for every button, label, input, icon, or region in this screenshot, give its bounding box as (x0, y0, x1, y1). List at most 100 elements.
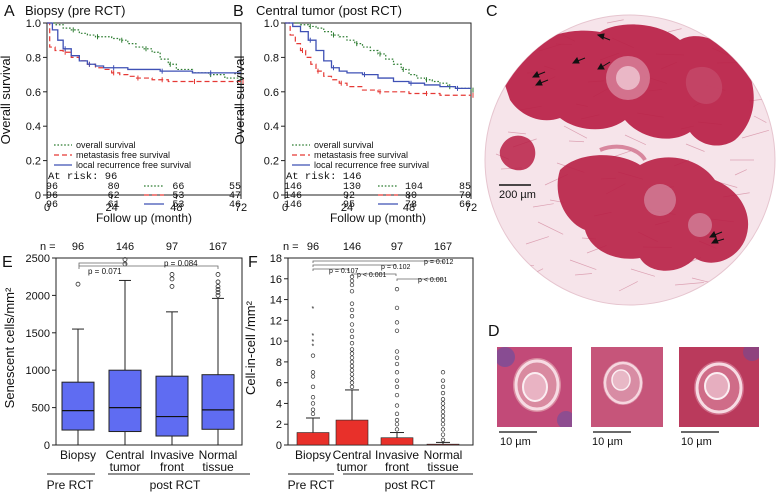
stroma-fiber (771, 227, 775, 230)
outlier (440, 417, 446, 423)
outlier (349, 376, 355, 381)
n-label: 146 (343, 241, 361, 253)
ytick-label: 0 (35, 190, 41, 202)
ytick-label: 1.0 (264, 18, 279, 30)
risk-value: 95 (343, 200, 355, 211)
category-label: front (160, 460, 185, 474)
stroma-fiber (525, 236, 549, 245)
risk-value: 66 (459, 200, 471, 211)
ytick-label: 0 (273, 190, 279, 202)
stroma-fiber (532, 203, 554, 208)
xtick-label: 24 (106, 202, 118, 214)
stroma-fiber (685, 143, 705, 152)
risk-value: 53 (172, 200, 184, 211)
panel-b: B Central tumor (post RCT) Overall survi… (232, 3, 477, 225)
chart-a-xticks: 0 24 48 72 (44, 195, 247, 214)
ytick-label: 6 (276, 378, 282, 390)
risk-value: 146 (284, 191, 302, 202)
n-label: 96 (307, 241, 319, 253)
bar (296, 432, 330, 446)
cell-image-3 (679, 347, 759, 427)
category-label: front (385, 460, 410, 474)
series-local-recurrence-free-survival (47, 22, 241, 74)
outlier (349, 355, 355, 360)
outlier (310, 384, 316, 389)
risk-value: 146 (284, 200, 302, 211)
outlier (349, 384, 355, 389)
bar (426, 443, 460, 446)
stroma-fiber (772, 56, 775, 63)
outlier (310, 411, 316, 416)
chart-e-pvalue-2: p = 0.084 (164, 259, 198, 268)
risk-value: 96 (46, 191, 58, 202)
chart-e-group-pre: Pre RCT (47, 478, 94, 492)
n-label: 167 (209, 241, 227, 253)
stroma-fiber (759, 249, 775, 256)
chart-f-n-prefix: n = (283, 241, 299, 253)
stroma-fiber (766, 212, 775, 220)
outlier (440, 384, 446, 389)
xtick-label: 24 (341, 202, 353, 214)
outlier (440, 378, 446, 383)
outlier (215, 272, 221, 277)
ytick-label: 0 (276, 440, 282, 452)
ytick-label: 0.4 (26, 121, 41, 133)
panel-label-e: E (2, 254, 13, 271)
chart-e-group-brackets: Pre RCT post RCT (47, 473, 250, 492)
outlier (310, 395, 316, 400)
outlier (349, 322, 355, 327)
stroma-fiber (734, 169, 747, 176)
outlier (349, 334, 355, 340)
outlier (394, 378, 400, 383)
outlier (394, 427, 400, 432)
chart-e-n-prefix: n = (40, 241, 56, 253)
outlier (394, 361, 400, 367)
scale-label-d2: 10 µm (592, 436, 623, 448)
chart-a-xlabel: Follow up (month) (96, 211, 192, 225)
series-metastasis-free-survival (47, 22, 241, 83)
risk-value: 96 (46, 200, 58, 211)
outlier (310, 401, 316, 406)
stroma-fiber (754, 227, 775, 236)
outlier (122, 257, 128, 262)
outlier (349, 351, 355, 356)
legend-label: overall survival (314, 140, 374, 150)
outlier (349, 380, 355, 385)
risk-value: 80 (108, 182, 120, 193)
outlier (394, 384, 400, 389)
stroma-fiber (612, 150, 632, 158)
chart-b-ylabel: Overall survival (232, 55, 247, 144)
outlier (394, 392, 400, 398)
risk-value: 62 (108, 191, 120, 202)
legend-label: metastasis free survival (76, 150, 170, 160)
risk-value: 80 (405, 191, 417, 202)
risk-value: 70 (459, 191, 471, 202)
chart-f-pvalue-5: p < 0.001 (418, 277, 447, 284)
stroma-fiber (569, 259, 597, 270)
ytick-label: 1.0 (26, 18, 41, 30)
box (201, 374, 235, 430)
outlier (440, 413, 446, 419)
outlier (394, 320, 400, 325)
chart-f-group-post: post RCT (385, 478, 436, 492)
ytick-label: 0.6 (264, 87, 279, 99)
outlier (349, 347, 355, 352)
ytick-label: 0.8 (264, 52, 279, 64)
extreme-point: * (312, 339, 315, 346)
series-metastasis-free-survival (285, 22, 471, 96)
outlier (349, 328, 355, 333)
scale-label-d1: 10 µm (500, 436, 531, 448)
stroma-fiber (747, 266, 760, 273)
xtick-label: 72 (235, 202, 247, 214)
chart-f-pvalue-1: p = 0.107 (329, 268, 358, 275)
ytick-label: 12 (270, 315, 282, 327)
ytick-label: 500 (32, 403, 50, 415)
outlier (169, 272, 175, 277)
stroma-fiber (562, 296, 576, 300)
bar (380, 437, 414, 446)
category-label: Biopsy (295, 448, 331, 462)
outlier (349, 368, 355, 373)
n-label: 97 (166, 241, 178, 253)
